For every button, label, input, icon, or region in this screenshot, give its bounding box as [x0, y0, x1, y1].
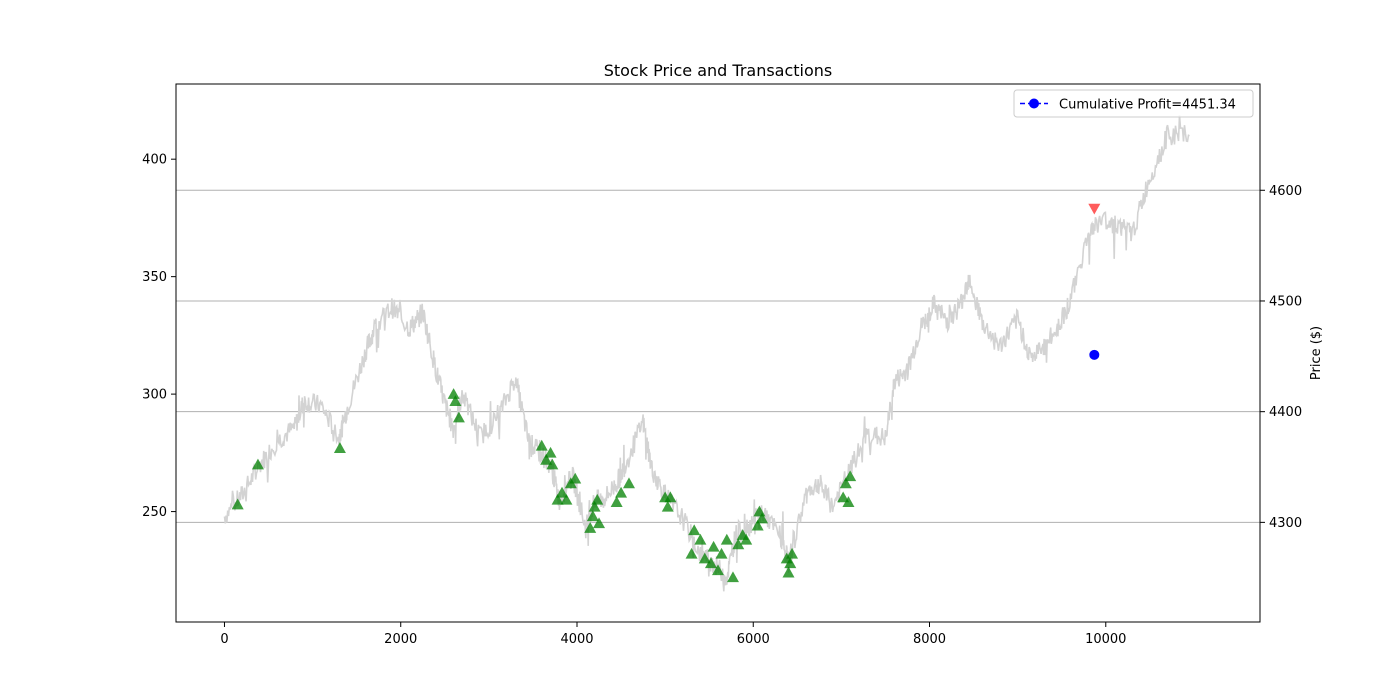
- buy-marker: [447, 388, 460, 399]
- buy-marker: [556, 486, 569, 498]
- buy-marker: [588, 500, 601, 512]
- y-right-axis-label: Price ($): [1309, 326, 1324, 380]
- buy-marker: [839, 477, 852, 489]
- buy-marker: [726, 571, 739, 583]
- buy-marker: [535, 439, 548, 451]
- legend-label: Cumulative Profit=4451.34: [1059, 98, 1236, 113]
- buy-marker: [584, 522, 597, 533]
- x-tick-label: 10000: [1085, 632, 1126, 647]
- y-left-tick-label: 350: [142, 270, 167, 285]
- buy-marker: [664, 491, 677, 503]
- buy-marker: [688, 524, 701, 536]
- profit-point: [1089, 349, 1100, 360]
- x-axis-ticks: 0 2000 4000 6000 8000 10000: [220, 622, 1126, 647]
- plot-frame: [175, 83, 1261, 623]
- buy-marker: [615, 486, 628, 498]
- y-left-axis-ticks: 250 300 350 400: [142, 153, 176, 520]
- buy-marker: [540, 453, 553, 465]
- y-right-tick-label: 4500: [1269, 294, 1302, 309]
- sell-marker: [1088, 203, 1101, 215]
- buy-marker: [720, 533, 733, 545]
- buy-marker: [544, 446, 557, 458]
- y-right-tick-label: 4600: [1269, 184, 1302, 199]
- buy-marker: [591, 493, 604, 505]
- buy-marker: [231, 498, 244, 510]
- buy-marker: [251, 458, 264, 470]
- x-tick-label: 0: [220, 632, 228, 647]
- y-left-tick-label: 400: [142, 153, 167, 168]
- legend-dot-swatch: [1029, 98, 1039, 109]
- buy-marker: [694, 533, 707, 545]
- legend: Cumulative Profit=4451.34: [1013, 89, 1254, 118]
- buy-marker: [546, 458, 559, 470]
- buy-marker: [452, 411, 465, 423]
- buy-marker: [333, 442, 346, 453]
- buy-markers: [231, 388, 857, 583]
- buy-marker: [698, 552, 711, 564]
- price-series: [223, 115, 1190, 592]
- y-right-axis-ticks: 4300 4400 4500 4600: [1260, 184, 1302, 531]
- x-tick-label: 6000: [737, 632, 770, 647]
- y-left-tick-label: 300: [142, 388, 167, 403]
- buy-marker: [593, 517, 606, 529]
- buy-marker: [756, 512, 769, 524]
- sell-markers: [1088, 203, 1101, 215]
- legend-box: [1013, 89, 1254, 118]
- price-line: [223, 115, 1190, 592]
- buy-marker: [784, 557, 797, 569]
- buy-marker: [837, 491, 850, 503]
- buy-marker: [685, 547, 698, 559]
- buy-marker: [732, 538, 745, 550]
- buy-marker: [782, 566, 795, 578]
- profit-series: [1089, 349, 1100, 360]
- y-right-tick-label: 4300: [1269, 516, 1302, 531]
- x-tick-label: 4000: [560, 632, 593, 647]
- y-left-tick-label: 250: [142, 505, 167, 520]
- buy-marker: [751, 519, 764, 531]
- x-tick-label: 8000: [913, 632, 946, 647]
- buy-marker: [842, 496, 855, 507]
- buy-marker: [704, 557, 717, 569]
- buy-marker: [622, 477, 635, 489]
- buy-marker: [449, 395, 462, 406]
- buy-marker: [715, 547, 728, 559]
- buy-marker: [712, 564, 724, 576]
- buy-marker: [740, 533, 753, 545]
- y-right-tick-label: 4400: [1269, 405, 1302, 420]
- buy-marker: [586, 510, 599, 522]
- buy-marker: [569, 472, 582, 484]
- buy-marker: [707, 540, 720, 552]
- chart-title: Stock Price and Transactions: [604, 61, 833, 80]
- buy-marker: [661, 500, 674, 512]
- buy-marker: [551, 493, 564, 505]
- x-tick-label: 2000: [384, 632, 417, 647]
- buy-marker: [786, 547, 799, 559]
- buy-marker: [560, 493, 573, 505]
- buy-marker: [610, 496, 623, 507]
- buy-marker: [844, 470, 857, 482]
- grid-lines: [176, 189, 1260, 523]
